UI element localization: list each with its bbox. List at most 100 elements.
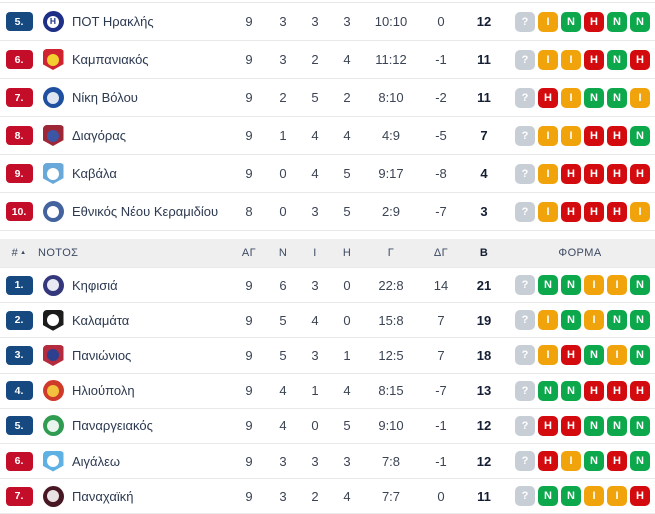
form-result-box[interactable]: I: [538, 345, 558, 366]
form-result-box[interactable]: I: [561, 49, 581, 70]
form-result-box[interactable]: I: [584, 275, 604, 296]
form-result-box[interactable]: H: [561, 415, 581, 436]
team-name[interactable]: Πανιώνιος: [72, 347, 132, 363]
form-result-box[interactable]: H: [630, 163, 650, 184]
team-name[interactable]: Κηφισιά: [72, 277, 118, 293]
form-upcoming-box[interactable]: ?: [515, 486, 535, 507]
team-name[interactable]: Αιγάλεω: [72, 453, 121, 469]
table-row[interactable]: 3. Πανιώνιος 9 5 3 1 12:5 7 18 ? I H N I N: [0, 338, 655, 374]
form-upcoming-box[interactable]: ?: [515, 415, 535, 436]
form-result-box[interactable]: N: [630, 11, 650, 32]
form-result-box[interactable]: N: [538, 275, 558, 296]
form-result-box[interactable]: I: [561, 451, 581, 472]
form-upcoming-box[interactable]: ?: [515, 345, 535, 366]
form-result-box[interactable]: I: [561, 125, 581, 146]
form-result-box[interactable]: H: [630, 486, 650, 507]
form-upcoming-box[interactable]: ?: [515, 49, 535, 70]
form-result-box[interactable]: N: [561, 310, 581, 331]
form-result-box[interactable]: H: [584, 163, 604, 184]
form-result-box[interactable]: I: [538, 163, 558, 184]
table-row[interactable]: 8. Διαγόρας 9 1 4 4 4:9 -5 7 ? I I H H N: [0, 117, 655, 155]
team-name[interactable]: Νίκη Βόλου: [72, 90, 138, 105]
form-result-box[interactable]: I: [538, 49, 558, 70]
form-result-box[interactable]: N: [584, 451, 604, 472]
table-row[interactable]: 2. Καλαμάτα 9 5 4 0 15:8 7 19 ? I N I N N: [0, 303, 655, 339]
team-name[interactable]: Ηλιούπολη: [72, 383, 135, 399]
form-result-box[interactable]: H: [561, 201, 581, 222]
form-result-box[interactable]: I: [584, 486, 604, 507]
table-row[interactable]: 6. Καμπανιακός 9 3 2 4 11:12 -1 11 ? I I H N…: [0, 41, 655, 79]
form-result-box[interactable]: N: [630, 310, 650, 331]
form-result-box[interactable]: I: [630, 201, 650, 222]
form-result-box[interactable]: H: [584, 49, 604, 70]
form-result-box[interactable]: I: [538, 125, 558, 146]
form-result-box[interactable]: N: [607, 415, 627, 436]
form-result-box[interactable]: I: [607, 345, 627, 366]
table-row[interactable]: 5. H ΠΟΤ Ηρακλής 9 3 3 3 10:10 0 12 ? I N H…: [0, 3, 655, 41]
form-result-box[interactable]: H: [607, 380, 627, 401]
form-result-box[interactable]: H: [584, 125, 604, 146]
form-result-box[interactable]: I: [630, 87, 650, 108]
form-result-box[interactable]: N: [607, 87, 627, 108]
form-result-box[interactable]: I: [538, 201, 558, 222]
form-result-box[interactable]: I: [538, 310, 558, 331]
form-result-box[interactable]: H: [538, 415, 558, 436]
form-result-box[interactable]: N: [584, 415, 604, 436]
team-name[interactable]: Καλαμάτα: [72, 312, 130, 328]
form-result-box[interactable]: N: [607, 49, 627, 70]
table-row[interactable]: 7. Παναχαϊκή 9 3 2 4 7:7 0 11 ? N N I I H: [0, 479, 655, 514]
form-result-box[interactable]: N: [538, 486, 558, 507]
form-result-box[interactable]: H: [607, 163, 627, 184]
form-upcoming-box[interactable]: ?: [515, 87, 535, 108]
form-result-box[interactable]: N: [630, 125, 650, 146]
form-result-box[interactable]: I: [561, 87, 581, 108]
table-row[interactable]: 1. Κηφισιά 9 6 3 0 22:8 14 21 ? N N I I N: [0, 268, 655, 304]
form-result-box[interactable]: N: [561, 380, 581, 401]
table-row[interactable]: 7. Νίκη Βόλου 9 2 5 2 8:10 -2 11 ? H I N N I: [0, 79, 655, 117]
form-result-box[interactable]: N: [584, 87, 604, 108]
table-row[interactable]: 6. Αιγάλεω 9 3 3 3 7:8 -1 12 ? H I N H N: [0, 444, 655, 480]
form-result-box[interactable]: H: [538, 87, 558, 108]
form-result-box[interactable]: I: [584, 310, 604, 331]
form-result-box[interactable]: H: [630, 49, 650, 70]
form-result-box[interactable]: H: [607, 125, 627, 146]
form-result-box[interactable]: H: [584, 201, 604, 222]
form-upcoming-box[interactable]: ?: [515, 163, 535, 184]
form-result-box[interactable]: I: [607, 486, 627, 507]
form-result-box[interactable]: N: [607, 11, 627, 32]
team-name[interactable]: ΠΟΤ Ηρακλής: [72, 14, 154, 29]
form-result-box[interactable]: N: [561, 275, 581, 296]
table-row[interactable]: 5. Παναργειακός 9 4 0 5 9:10 -1 12 ? H H N N…: [0, 409, 655, 444]
form-result-box[interactable]: H: [630, 380, 650, 401]
form-upcoming-box[interactable]: ?: [515, 11, 535, 32]
team-name[interactable]: Εθνικός Νέου Κεραμιδίου: [72, 204, 219, 219]
form-result-box[interactable]: I: [607, 275, 627, 296]
table-row[interactable]: 10. Εθνικός Νέου Κεραμιδίου 8 0 3 5 2:9 …: [0, 193, 655, 231]
team-name[interactable]: Παναχαϊκή: [72, 488, 134, 504]
form-upcoming-box[interactable]: ?: [515, 310, 535, 331]
table-row[interactable]: 9. Καβάλα 9 0 4 5 9:17 -8 4 ? I H H H H: [0, 155, 655, 193]
form-result-box[interactable]: H: [561, 163, 581, 184]
form-upcoming-box[interactable]: ?: [515, 201, 535, 222]
form-result-box[interactable]: H: [584, 380, 604, 401]
form-result-box[interactable]: N: [630, 415, 650, 436]
form-result-box[interactable]: N: [630, 345, 650, 366]
table-row[interactable]: 4. Ηλιούπολη 9 4 1 4 8:15 -7 13 ? N N H H H: [0, 374, 655, 409]
form-result-box[interactable]: H: [538, 451, 558, 472]
form-upcoming-box[interactable]: ?: [515, 125, 535, 146]
form-upcoming-box[interactable]: ?: [515, 275, 535, 296]
form-result-box[interactable]: H: [607, 451, 627, 472]
team-name[interactable]: Διαγόρας: [72, 128, 126, 143]
team-name[interactable]: Καβάλα: [72, 166, 117, 181]
form-result-box[interactable]: H: [607, 201, 627, 222]
form-result-box[interactable]: H: [584, 11, 604, 32]
form-result-box[interactable]: I: [538, 11, 558, 32]
form-upcoming-box[interactable]: ?: [515, 380, 535, 401]
team-name[interactable]: Παναργειακός: [72, 418, 153, 434]
rank-sort-header[interactable]: # ▲: [0, 247, 38, 259]
form-result-box[interactable]: N: [561, 11, 581, 32]
form-result-box[interactable]: N: [538, 380, 558, 401]
form-result-box[interactable]: N: [630, 451, 650, 472]
form-result-box[interactable]: H: [561, 345, 581, 366]
form-result-box[interactable]: N: [584, 345, 604, 366]
